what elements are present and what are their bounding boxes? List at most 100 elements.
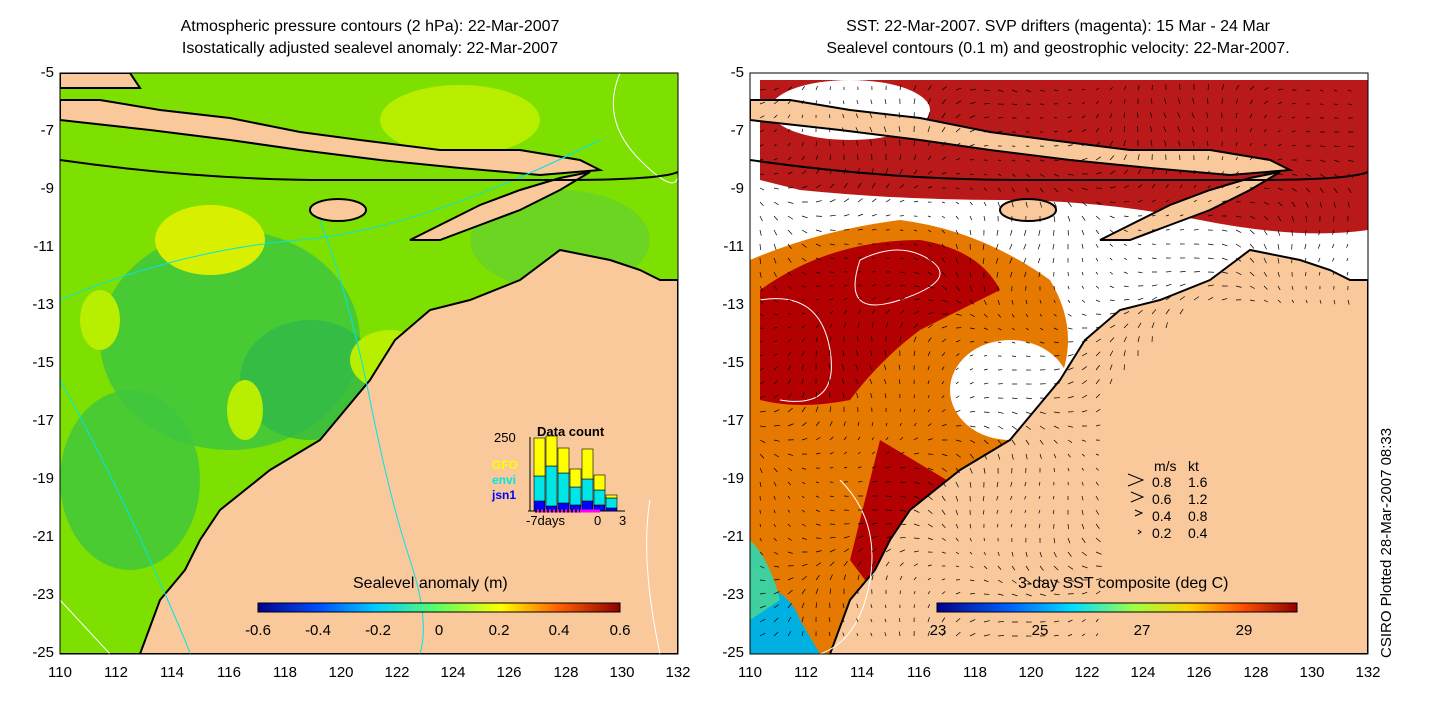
velocity-vector [1193,169,1196,175]
histogram-legend-envi: envi [492,473,517,487]
velocity-vector [1137,336,1140,343]
velocity-vector [1025,103,1031,105]
velocity-vector [787,589,793,595]
velocity-vector [982,243,985,250]
velocity-vector [1291,102,1296,105]
velocity-vector [941,86,947,91]
velocity-vector [1123,299,1130,301]
velocity-vector [969,271,972,278]
velocity-vector [969,619,976,623]
velocity-vector [996,271,999,278]
velocity-vector [815,574,820,581]
velocity-vector [1067,381,1074,385]
velocity-vector [1235,157,1238,161]
velocity-vector [1039,89,1045,92]
velocity-vector [955,591,961,595]
velocity-vector [883,364,887,371]
land-lesser-sunda-islands [750,99,1294,177]
velocity-vector [899,243,904,246]
velocity-vector [1095,590,1101,595]
velocity-vector [1221,200,1227,203]
velocity-vector [1025,579,1031,584]
velocity-vector [927,537,933,541]
velocity-vector [983,551,987,556]
velocity-vector [997,593,1004,596]
velocity-vector [801,351,805,357]
velocity-vector [773,143,777,147]
velocity-vector [1235,142,1238,147]
velocity-vector [1053,89,1059,92]
velocity-vector [1067,634,1073,637]
velocity-vector [927,186,933,189]
velocity-vector [1347,145,1354,147]
y-tick: -5 [730,64,744,81]
velocity-vector [969,439,976,444]
velocity-vector [1249,271,1255,277]
velocity-vector [1039,593,1046,596]
histogram-legend-gfo: GFO [492,458,518,472]
velocity-vector [941,381,945,385]
velocity-vector [1263,215,1269,221]
velocity-vector [1221,298,1228,301]
velocity-vector [983,411,990,413]
velocity-vector [1095,351,1101,357]
velocity-vector [883,126,887,133]
velocity-vector [941,591,946,595]
velocity-vector [1263,285,1268,290]
velocity-vector [1150,98,1153,105]
velocity-vector [801,285,807,288]
velocity-vector [1151,184,1156,189]
velocity-vector [899,590,901,595]
velocity-vector [969,215,973,221]
velocity-vector [1193,214,1198,217]
velocity-vector [941,395,945,399]
velocity-vector [1038,509,1041,514]
velocity-vector [1053,313,1057,317]
velocity-vector [983,313,988,318]
velocity-vector [1263,87,1269,91]
velocity-vector [787,271,792,277]
velocity-vector [829,154,832,161]
velocity-vector [969,523,972,529]
velocity-vector [1081,439,1087,442]
velocity-vector [1318,229,1321,236]
sst-hot-region [760,240,1000,405]
velocity-vector [1081,157,1088,161]
velocity-vector [1123,99,1126,105]
velocity-vector [1095,618,1099,623]
velocity-vector [955,439,962,442]
velocity-vector [955,285,960,291]
velocity-vector [1067,619,1073,623]
velocity-vector [829,199,836,203]
velocity-vector [1109,257,1113,261]
velocity-vector [759,115,765,119]
velocity-vector [828,364,831,371]
velocity-vector [941,366,945,371]
velocity-vector [773,271,777,278]
x-tick: 128 [1243,664,1269,681]
velocity-vector [1025,425,1031,430]
y-tick: -17 [722,412,744,429]
velocity-vector [927,337,932,343]
velocity-vector [1025,313,1029,318]
velocity-vector [899,336,902,343]
velocity-vector [815,550,822,553]
velocity-vector [1095,379,1100,385]
velocity-vector [1025,565,1030,571]
velocity-vector [1151,322,1155,329]
velocity-vector [829,310,834,315]
velocity-vector [1305,159,1312,162]
velocity-vector [1053,159,1059,162]
velocity-vector [1109,364,1113,371]
velocity-vector [1039,299,1042,304]
velocity-vector [983,145,989,147]
velocity-vector [1123,112,1125,119]
velocity-vector [787,299,792,302]
velocity-vector [1277,201,1283,207]
velocity-vector [871,168,874,175]
velocity-vector [1123,215,1129,218]
velocity-vector [1151,284,1158,287]
velocity-vector [927,604,930,609]
velocity-vector [995,243,999,250]
